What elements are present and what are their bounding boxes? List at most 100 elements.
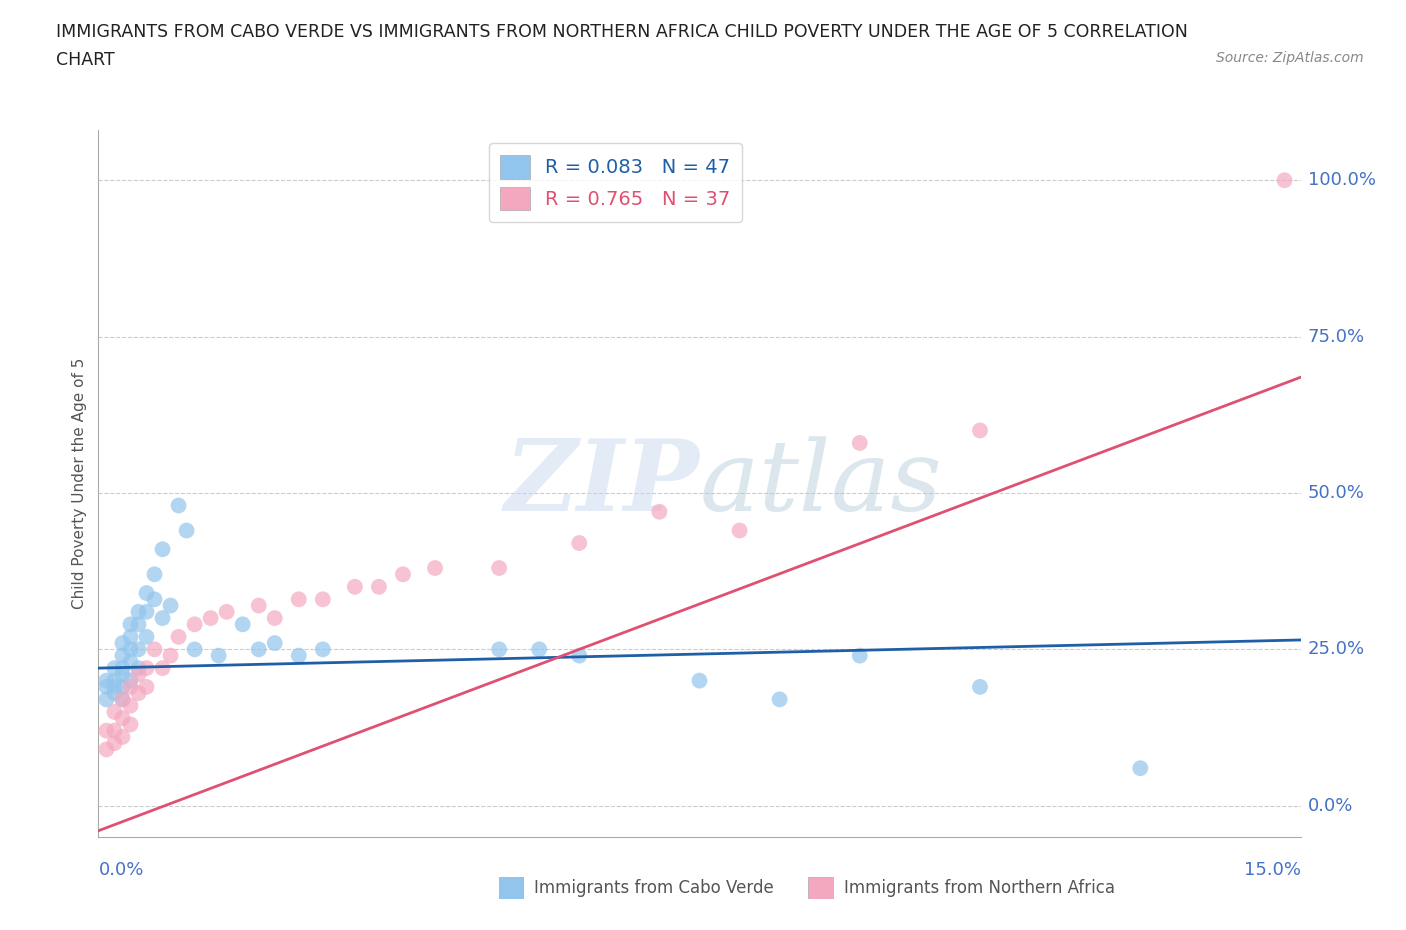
Point: [120, 717, 142, 732]
Point: [288, 591, 311, 606]
Point: [143, 591, 166, 606]
Point: [120, 680, 142, 695]
Point: [183, 642, 205, 657]
Point: [688, 673, 710, 688]
Point: [159, 648, 181, 663]
Point: [568, 648, 591, 663]
Point: [529, 642, 551, 657]
Point: [96, 692, 118, 707]
Point: [111, 660, 134, 675]
Point: [111, 636, 134, 651]
Point: [768, 692, 790, 707]
Point: [288, 648, 311, 663]
Point: [135, 604, 157, 619]
Point: [103, 680, 125, 695]
Point: [200, 611, 222, 626]
Point: [135, 660, 157, 675]
Point: [103, 685, 125, 700]
Point: [648, 504, 671, 519]
Point: [128, 617, 150, 631]
Point: [969, 680, 991, 695]
Y-axis label: Child Poverty Under the Age of 5: Child Poverty Under the Age of 5: [72, 358, 87, 609]
Point: [208, 648, 231, 663]
Point: [103, 724, 125, 738]
Point: [135, 680, 157, 695]
Point: [183, 617, 205, 631]
Text: Immigrants from Cabo Verde: Immigrants from Cabo Verde: [534, 879, 775, 897]
Point: [143, 642, 166, 657]
Text: IMMIGRANTS FROM CABO VERDE VS IMMIGRANTS FROM NORTHERN AFRICA CHILD POVERTY UNDE: IMMIGRANTS FROM CABO VERDE VS IMMIGRANTS…: [56, 23, 1188, 41]
Point: [96, 742, 118, 757]
Point: [568, 536, 591, 551]
Point: [368, 579, 391, 594]
Point: [488, 642, 510, 657]
Point: [1274, 173, 1296, 188]
Text: ZIP: ZIP: [505, 435, 699, 532]
Point: [167, 630, 190, 644]
FancyBboxPatch shape: [499, 877, 524, 899]
Point: [111, 648, 134, 663]
Point: [128, 604, 150, 619]
Legend: R = 0.083   N = 47, R = 0.765   N = 37: R = 0.083 N = 47, R = 0.765 N = 37: [489, 143, 742, 222]
Point: [120, 642, 142, 657]
Point: [111, 667, 134, 682]
Point: [152, 660, 174, 675]
Point: [263, 636, 285, 651]
Point: [103, 704, 125, 719]
Text: 0.0%: 0.0%: [98, 860, 143, 879]
Point: [120, 698, 142, 713]
Text: atlas: atlas: [699, 436, 942, 531]
Point: [215, 604, 238, 619]
Point: [111, 711, 134, 725]
Text: 75.0%: 75.0%: [1308, 327, 1365, 346]
Point: [120, 655, 142, 670]
Point: [128, 660, 150, 675]
Point: [312, 591, 335, 606]
Point: [135, 630, 157, 644]
Point: [392, 567, 415, 582]
Point: [111, 729, 134, 744]
Text: Source: ZipAtlas.com: Source: ZipAtlas.com: [1216, 51, 1364, 65]
Point: [103, 660, 125, 675]
Point: [111, 692, 134, 707]
Point: [135, 586, 157, 601]
Point: [152, 542, 174, 557]
Point: [111, 692, 134, 707]
Point: [96, 673, 118, 688]
Point: [152, 611, 174, 626]
Point: [96, 680, 118, 695]
Text: 15.0%: 15.0%: [1243, 860, 1301, 879]
Point: [263, 611, 285, 626]
Point: [312, 642, 335, 657]
Point: [103, 736, 125, 751]
Point: [128, 667, 150, 682]
Text: 0.0%: 0.0%: [1308, 797, 1353, 815]
Point: [103, 673, 125, 688]
Point: [849, 435, 872, 450]
Point: [1129, 761, 1152, 776]
Point: [728, 523, 751, 538]
Point: [96, 724, 118, 738]
Text: CHART: CHART: [56, 51, 115, 69]
Point: [176, 523, 198, 538]
Text: 100.0%: 100.0%: [1308, 171, 1375, 189]
Point: [343, 579, 366, 594]
Point: [849, 648, 872, 663]
FancyBboxPatch shape: [808, 877, 834, 899]
Text: 25.0%: 25.0%: [1308, 641, 1365, 658]
Text: 50.0%: 50.0%: [1308, 484, 1364, 502]
Point: [111, 680, 134, 695]
Point: [247, 598, 270, 613]
Point: [120, 630, 142, 644]
Point: [423, 561, 446, 576]
Point: [232, 617, 254, 631]
Point: [128, 642, 150, 657]
Point: [143, 567, 166, 582]
Point: [120, 673, 142, 688]
Point: [128, 685, 150, 700]
Point: [488, 561, 510, 576]
Point: [120, 617, 142, 631]
Point: [167, 498, 190, 513]
Point: [247, 642, 270, 657]
Text: Immigrants from Northern Africa: Immigrants from Northern Africa: [844, 879, 1115, 897]
